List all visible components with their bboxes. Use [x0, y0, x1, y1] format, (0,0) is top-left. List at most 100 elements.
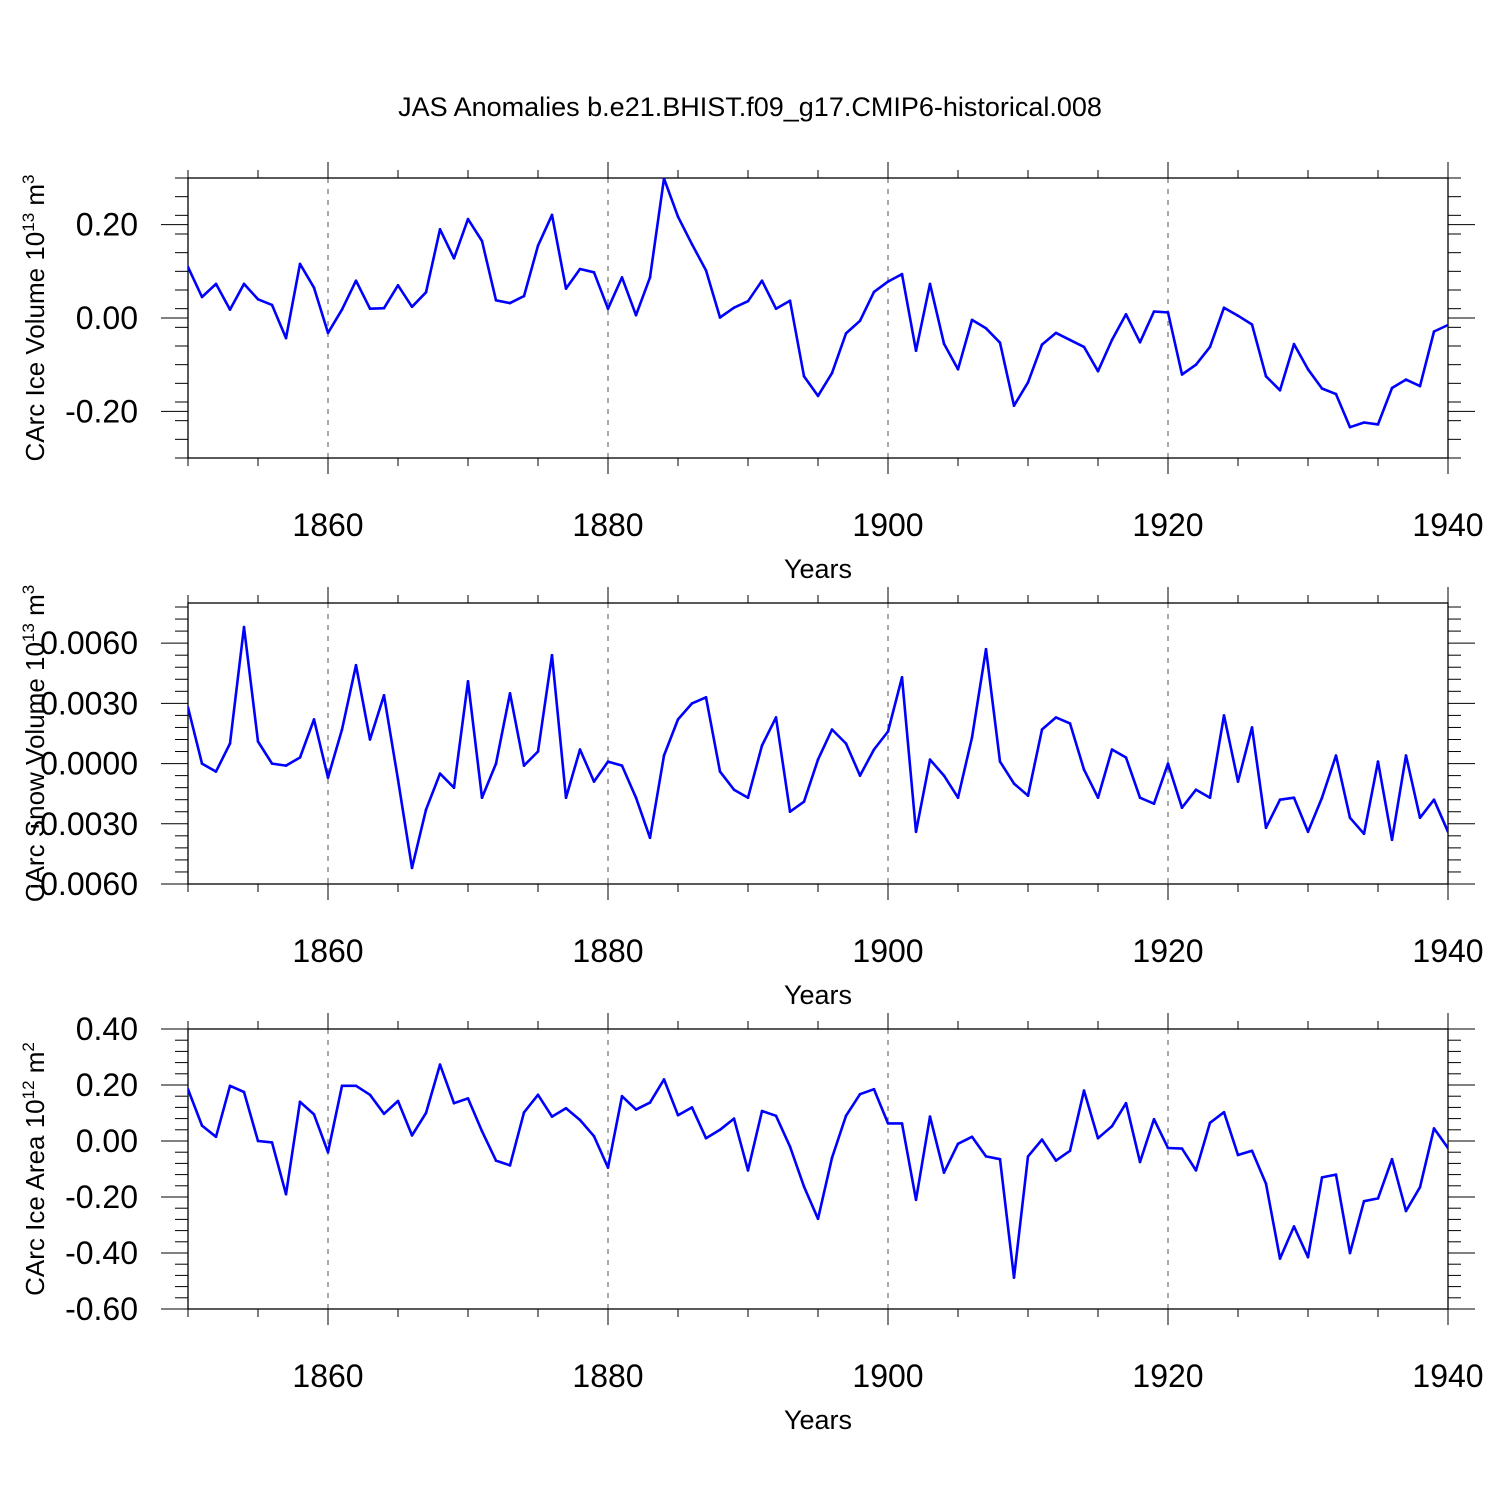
data-point	[1068, 338, 1072, 342]
data-point	[872, 748, 876, 751]
data-point	[760, 279, 764, 283]
x-tick-label: 1920	[1132, 1358, 1203, 1394]
data-point	[788, 1145, 792, 1148]
data-point	[188, 1087, 190, 1091]
y-axis-label-part: 2	[19, 1042, 38, 1051]
data-point	[900, 272, 904, 276]
data-point	[592, 1134, 596, 1138]
y-tick-label: 0.20	[76, 1067, 138, 1103]
x-tick-label: 1920	[1132, 933, 1203, 969]
data-point	[396, 1099, 400, 1103]
data-point	[732, 306, 736, 310]
data-point	[270, 1141, 274, 1144]
data-point	[802, 375, 806, 378]
data-point	[914, 1198, 918, 1202]
data-point	[900, 676, 904, 679]
data-point	[1418, 384, 1422, 388]
data-point	[188, 706, 190, 709]
data-point	[1138, 341, 1142, 344]
data-point	[1110, 1124, 1114, 1128]
data-point	[284, 336, 288, 340]
data-point	[662, 1078, 666, 1081]
data-point	[662, 178, 666, 180]
data-point	[564, 796, 568, 799]
data-point	[732, 1117, 736, 1120]
data-point	[1348, 1251, 1352, 1255]
y-axis-label-part: CArc Ice Area 10	[20, 1099, 50, 1296]
y-axis-label-part: 13	[19, 213, 38, 232]
data-point	[634, 313, 638, 317]
y-tick-label: 0.40	[76, 1011, 138, 1047]
chart-panel-1: 1860 1880 1900 1920 1940 Years -0.20 0.00 0.20 CA…	[19, 162, 1484, 584]
data-point	[1404, 1209, 1408, 1213]
y-axis-label-part: m	[20, 184, 50, 213]
data-point	[1138, 796, 1142, 799]
data-point	[340, 728, 344, 731]
data-point	[1432, 798, 1436, 801]
data-point	[1362, 832, 1366, 836]
data-point	[1432, 1127, 1436, 1130]
data-point	[284, 1192, 288, 1196]
data-point	[550, 653, 554, 657]
data-point	[1194, 1169, 1198, 1172]
x-tick-label: 1860	[292, 1358, 363, 1394]
data-point	[746, 796, 750, 799]
data-point	[1152, 310, 1156, 313]
data-point	[1082, 768, 1086, 771]
data-point	[1264, 826, 1268, 830]
x-tick-label: 1860	[292, 933, 363, 969]
data-point	[200, 295, 204, 299]
x-axis-label: Years	[784, 554, 852, 584]
data-point	[298, 1100, 302, 1104]
data-point	[1208, 796, 1212, 799]
data-point	[564, 1106, 568, 1110]
data-point	[746, 299, 750, 303]
y-tick-label: -0.40	[65, 1235, 138, 1271]
data-point	[200, 1124, 204, 1127]
data-point	[746, 1169, 750, 1172]
data-point	[1264, 1182, 1268, 1186]
data-point	[1320, 796, 1324, 799]
data-point	[466, 217, 470, 221]
chart-panel-3: 1860 1880 1900 1920 1940 Years -0.60 -0.40 -0.20…	[19, 1011, 1484, 1435]
data-point	[1180, 373, 1184, 376]
data-point	[606, 307, 610, 311]
data-point	[1124, 1101, 1128, 1105]
data-point	[242, 625, 246, 629]
data-point	[1362, 421, 1366, 424]
data-point	[1194, 788, 1198, 791]
data-point	[1306, 1255, 1310, 1259]
data-point	[676, 215, 680, 218]
data-point	[1446, 323, 1448, 327]
data-point	[844, 1114, 848, 1118]
data-point	[998, 1157, 1002, 1161]
data-point	[1404, 754, 1408, 757]
y-axis-label: CArc Snow Volume 1013 m3	[19, 585, 50, 902]
data-point	[858, 1092, 862, 1096]
data-point	[1292, 1225, 1296, 1228]
data-point	[718, 770, 722, 773]
data-point	[928, 1115, 932, 1118]
y-axis-label: CArc Ice Volume 1013 m3	[19, 174, 50, 461]
data-point	[438, 1063, 442, 1066]
data-point	[1334, 1173, 1338, 1176]
data-point	[424, 808, 428, 811]
data-point	[368, 1093, 372, 1097]
data-point	[1264, 375, 1268, 378]
y-axis-label-part: 13	[19, 623, 38, 642]
data-point	[984, 647, 988, 651]
y-axis-label-part: 3	[19, 174, 38, 183]
data-point	[368, 738, 372, 741]
data-point	[382, 1112, 386, 1116]
data-point	[774, 307, 778, 311]
data-point	[1054, 331, 1058, 335]
data-point	[480, 1129, 484, 1133]
data-point	[1040, 728, 1044, 731]
data-point	[1250, 726, 1254, 729]
data-point	[914, 830, 918, 834]
data-point	[802, 1185, 806, 1188]
data-point	[1334, 392, 1338, 396]
data-point	[1236, 780, 1240, 783]
data-point	[466, 680, 470, 683]
